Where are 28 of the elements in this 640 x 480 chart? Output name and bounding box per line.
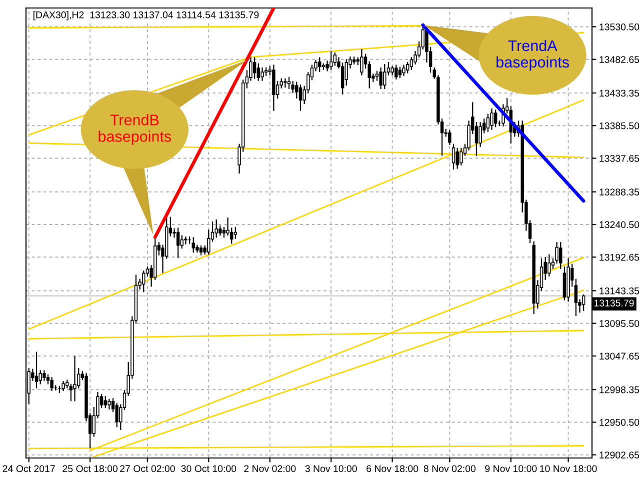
annotation: TrendB basepoints bbox=[98, 114, 172, 145]
x-tick-label: 3 Nov 10:00 bbox=[305, 465, 357, 472]
x-tick-label: 10 Nov 18:00 bbox=[540, 465, 597, 472]
chart-title: [DAX30],H2 13123.30 13137.04 13114.54 13135.79 bbox=[33, 11, 259, 20]
x-tick-label: 8 Nov 02:00 bbox=[424, 465, 476, 472]
x-tick-label: 27 Oct 02:00 bbox=[120, 465, 175, 472]
x-tick-label: 30 Oct 10:00 bbox=[181, 465, 236, 472]
y-tick-label: 12998.35 bbox=[600, 386, 640, 394]
y-tick-label: 12950.50 bbox=[600, 418, 640, 426]
y-tick-label: 12902.65 bbox=[600, 452, 640, 458]
y-tick-label: 13337.65 bbox=[600, 154, 640, 162]
x-tick-label: 25 Oct 18:00 bbox=[62, 465, 118, 472]
x-tick-label: 9 Nov 10:00 bbox=[485, 465, 537, 472]
y-tick-label: 13530.50 bbox=[600, 23, 640, 30]
y-tick-label: 13240.50 bbox=[600, 221, 640, 228]
y-tick-label: 13047.65 bbox=[600, 352, 640, 360]
y-tick-label: 13143.35 bbox=[600, 287, 640, 294]
x-tick-label: 24 Oct 2017 bbox=[2, 465, 55, 472]
y-tick-label: 13192.65 bbox=[600, 254, 640, 261]
y-tick-label: 13288.35 bbox=[600, 188, 640, 196]
y-tick-label: 13385.50 bbox=[600, 122, 640, 130]
annotation: TrendA basepoints bbox=[496, 40, 569, 71]
y-tick-label: 13095.50 bbox=[600, 320, 640, 327]
y-tick-label: 13433.35 bbox=[600, 90, 640, 97]
ref-line-label: 13135.79 bbox=[594, 300, 634, 306]
x-tick-label: 6 Nov 18:00 bbox=[366, 465, 418, 472]
y-tick-label: 13482.65 bbox=[600, 56, 640, 63]
x-tick-label: 2 Nov 02:00 bbox=[244, 465, 296, 472]
